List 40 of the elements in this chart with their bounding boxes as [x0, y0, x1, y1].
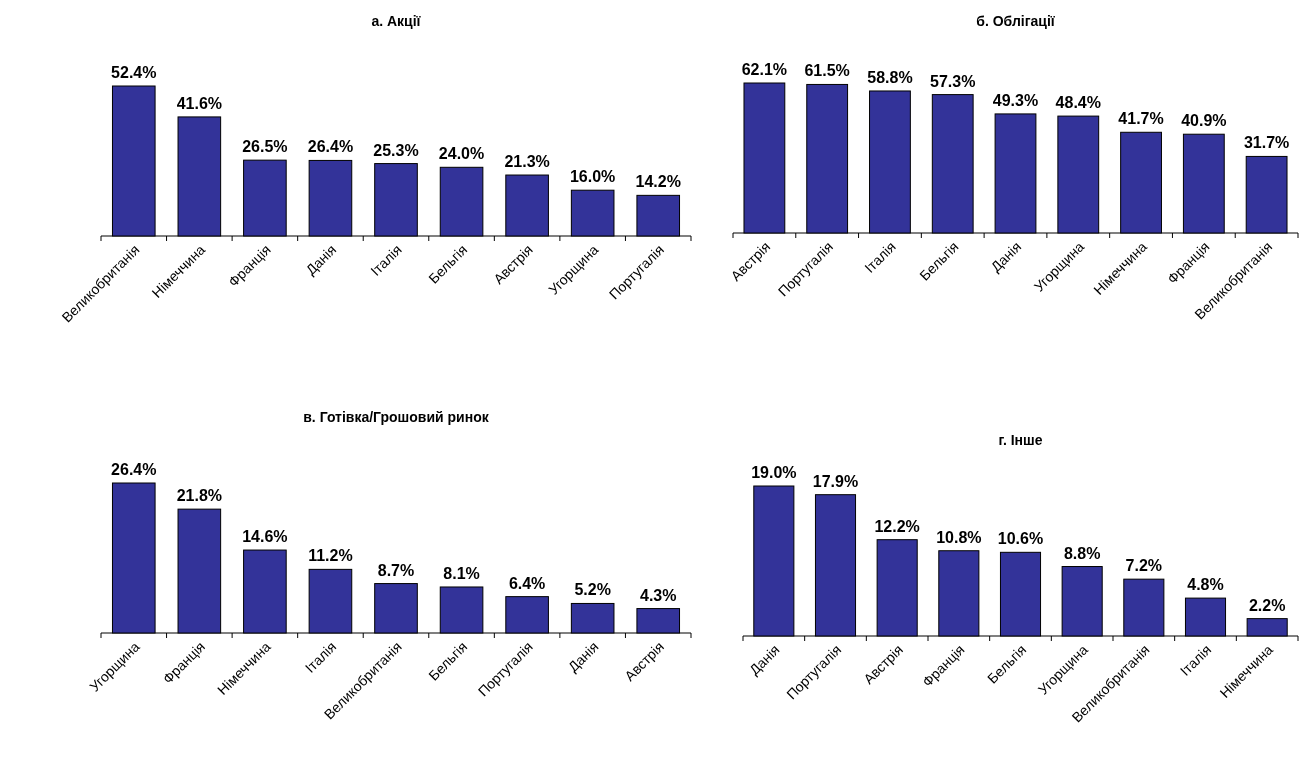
data-label: 5.2%	[574, 581, 611, 599]
data-label: 6.4%	[508, 574, 546, 592]
chart-title: б. Облігації	[976, 13, 1056, 29]
data-label: 4.3%	[639, 586, 677, 604]
data-label: 40.9%	[1181, 112, 1227, 130]
data-label: 12.2%	[874, 517, 920, 535]
data-label: 16.0%	[569, 168, 616, 186]
data-label: 24.0%	[438, 145, 485, 163]
data-label: 14.2%	[635, 173, 681, 191]
data-label: 26.4%	[307, 138, 354, 156]
data-label: 8.1%	[443, 564, 480, 582]
data-label: 52.4%	[111, 64, 157, 81]
chart-title: г. Інше	[998, 432, 1043, 448]
data-label: 8.7%	[377, 561, 415, 579]
data-label: 31.7%	[1243, 134, 1290, 152]
data-label: 25.3%	[373, 141, 419, 159]
data-label: 62.1%	[741, 61, 788, 78]
data-label: 10.6%	[997, 530, 1044, 548]
data-label: 7.2%	[1125, 557, 1163, 575]
chart-title: в. Готівка/Грошовий ринок	[303, 409, 490, 425]
data-label: 19.0%	[751, 464, 797, 481]
data-label: 26.4%	[111, 461, 157, 478]
data-label: 61.5%	[804, 62, 850, 80]
data-label: 11.2%	[308, 547, 353, 565]
chart-title: а. Акції	[371, 13, 422, 29]
data-label: 41.6%	[176, 94, 223, 112]
data-label: 21.3%	[504, 153, 550, 171]
data-label: 41.7%	[1118, 110, 1164, 128]
data-label: 8.8%	[1063, 544, 1101, 562]
data-label: 10.8%	[936, 528, 982, 546]
data-label: 14.6%	[242, 528, 288, 546]
data-label: 17.9%	[812, 472, 859, 490]
data-label: 58.8%	[867, 68, 913, 86]
data-label: 2.2%	[1248, 596, 1286, 614]
data-label: 48.4%	[1055, 94, 1101, 112]
data-label: 26.5%	[242, 138, 288, 156]
data-label: 49.3%	[992, 91, 1039, 109]
data-label: 4.8%	[1187, 576, 1224, 594]
data-label: 57.3%	[930, 72, 976, 90]
data-label: 21.8%	[176, 487, 223, 505]
